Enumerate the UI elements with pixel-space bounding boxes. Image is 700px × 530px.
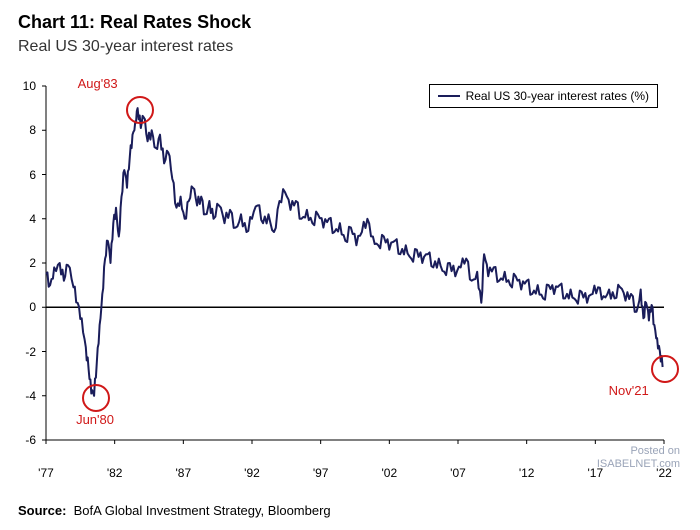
y-tick-label: -6: [6, 433, 36, 447]
chart-subtitle: Real US 30-year interest rates: [18, 38, 233, 56]
chart-title: Chart 11: Real Rates Shock: [18, 12, 251, 33]
posted-watermark: Posted on ISABELNET.com: [597, 445, 680, 473]
y-tick-label: 2: [6, 256, 36, 270]
annot-label: Aug'83: [78, 76, 118, 91]
y-tick-label: -2: [6, 345, 36, 359]
annot-label: Nov'21: [609, 383, 649, 398]
annot-circle: [651, 355, 679, 383]
chart-container: Chart 11: Real Rates Shock Real US 30-ye…: [0, 0, 700, 530]
annot-circle: [82, 384, 110, 412]
source-line: Source: BofA Global Investment Strategy,…: [18, 503, 331, 518]
x-tick-label: '77: [38, 466, 54, 480]
y-tick-label: 6: [6, 168, 36, 182]
x-tick-label: '87: [176, 466, 192, 480]
y-tick-label: 8: [6, 123, 36, 137]
chart-svg: [40, 80, 670, 460]
y-tick-label: 10: [6, 79, 36, 93]
posted-on-label: Posted on: [630, 445, 680, 457]
posted-site: ISABELNET.com: [597, 458, 680, 470]
source-text: BofA Global Investment Strategy, Bloombe…: [74, 503, 331, 518]
source-label: Source:: [18, 503, 66, 518]
annot-label: Jun'80: [76, 412, 114, 427]
x-tick-label: '92: [244, 466, 260, 480]
x-tick-label: '97: [313, 466, 329, 480]
x-tick-label: '07: [450, 466, 466, 480]
annot-circle: [126, 96, 154, 124]
y-tick-label: 0: [6, 300, 36, 314]
x-tick-label: '02: [382, 466, 398, 480]
x-tick-label: '82: [107, 466, 123, 480]
y-tick-label: -4: [6, 389, 36, 403]
x-tick-label: '12: [519, 466, 535, 480]
y-tick-label: 4: [6, 212, 36, 226]
plot-area: Real US 30-year interest rates (%) -6-4-…: [40, 80, 670, 460]
